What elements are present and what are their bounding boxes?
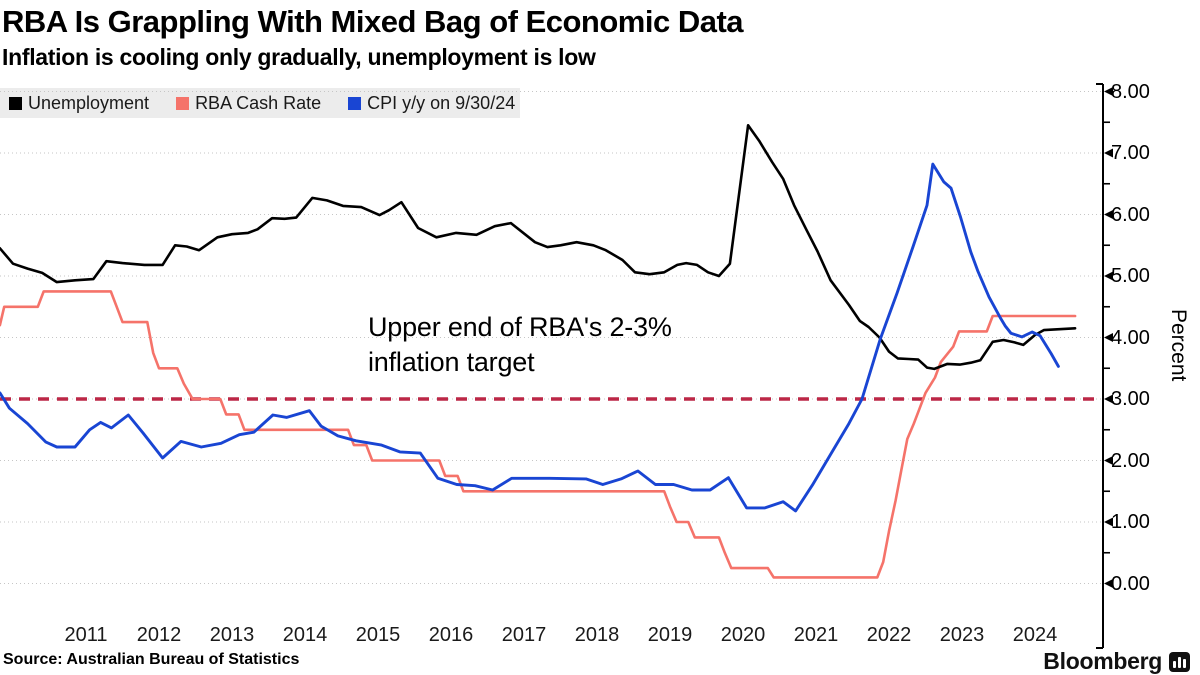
unemployment-swatch-icon: [9, 96, 22, 110]
y-tick-label: 6.00: [1111, 203, 1150, 226]
major-tick-arrow-icon: [1104, 210, 1113, 219]
y-tick-label: 4.00: [1111, 326, 1150, 349]
x-tick-label: 2014: [282, 624, 328, 646]
x-tick-label: 2023: [939, 624, 985, 646]
page-subtitle: Inflation is cooling only gradually, une…: [2, 44, 596, 70]
x-tick-label: 2017: [501, 624, 547, 646]
target-annotation: Upper end of RBA's 2-3% inflation target: [368, 310, 672, 380]
x-tick-label: 2018: [574, 624, 620, 646]
source-credit: Source: Australian Bureau of Statistics: [3, 651, 300, 668]
cash-rate-swatch-icon: [176, 96, 190, 110]
x-tick-label: 2021: [793, 624, 839, 646]
major-tick-arrow-icon: [1104, 517, 1113, 527]
major-tick-arrow-icon: [1104, 333, 1113, 342]
x-tick-label: 2015: [355, 624, 401, 646]
major-tick-arrow-icon: [1104, 87, 1113, 96]
legend-item-cash-rate: RBA Cash Rate: [176, 93, 321, 114]
series-unemployment: [0, 124, 1077, 371]
legend-item-cpi: CPI y/y on 9/30/24: [348, 93, 515, 114]
bloomberg-wordmark: Bloomberg: [1043, 648, 1190, 675]
y-tick-label: 1.00: [1111, 511, 1150, 533]
x-tick-label: 2012: [136, 624, 182, 646]
y-tick-label: 7.00: [1111, 142, 1150, 164]
bloomberg-logo-icon: [1169, 651, 1190, 672]
legend-item-unemployment: Unemployment: [9, 93, 149, 114]
chart-legend: Unemployment RBA Cash Rate CPI y/y on 9/…: [0, 88, 520, 118]
y-tick-label: 8.00: [1111, 80, 1150, 103]
bloomberg-text: Bloomberg: [1043, 648, 1162, 674]
target-annotation-line1: Upper end of RBA's 2-3%: [368, 312, 672, 342]
x-tick-label: 2011: [64, 624, 108, 646]
major-tick-arrow-icon: [1104, 456, 1113, 465]
x-tick-label: 2013: [209, 624, 255, 646]
legend-label: RBA Cash Rate: [195, 92, 322, 113]
major-tick-arrow-icon: [1104, 394, 1113, 404]
x-tick-label: 2016: [428, 624, 474, 646]
y-tick-label: 5.00: [1111, 265, 1150, 287]
cpi-swatch-icon: [348, 96, 362, 110]
legend-label: Unemployment: [28, 92, 150, 113]
major-tick-arrow-icon: [1104, 271, 1113, 281]
x-tick-label: 2022: [866, 624, 912, 646]
y-axis-title: Percent: [1167, 309, 1190, 382]
legend-label: CPI y/y on 9/30/24: [367, 92, 516, 113]
x-tick-label: 2024: [1012, 624, 1058, 646]
y-tick-label: 2.00: [1111, 449, 1150, 472]
y-tick-label: 0.00: [1111, 572, 1150, 595]
major-tick-arrow-icon: [1104, 148, 1113, 158]
page-title: RBA Is Grappling With Mixed Bag of Econo…: [2, 4, 744, 39]
series-cpi-y-y-on-9-30-24: [0, 162, 1060, 513]
series-rba-cash-rate: [0, 290, 1077, 579]
major-tick-arrow-icon: [1104, 579, 1113, 588]
target-annotation-line2: inflation target: [368, 347, 535, 377]
x-tick-label: 2020: [720, 624, 766, 646]
y-tick-label: 3.00: [1111, 388, 1150, 410]
x-tick-label: 2019: [647, 624, 693, 646]
